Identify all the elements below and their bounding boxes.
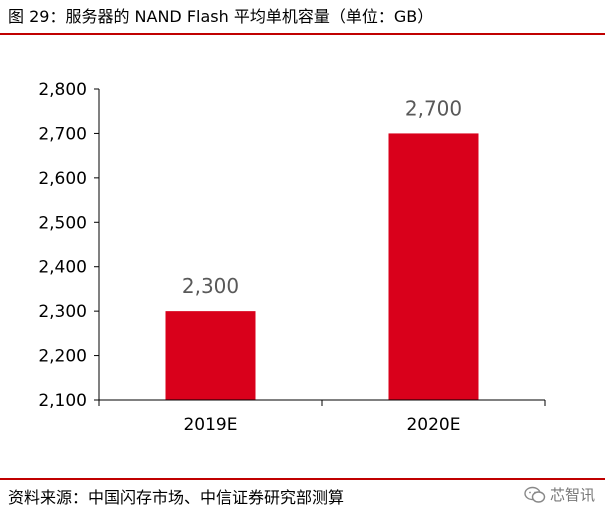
data-label-2020E: 2,700 [405, 96, 462, 120]
x-category-label: 2019E [183, 415, 237, 435]
y-axis: 2,100 2,200 2,300 2,400 2,500 2,600 2,700 2,800 [38, 80, 100, 411]
data-label-2019E: 2,300 [182, 274, 239, 298]
y-tick-label: 2,600 [38, 169, 87, 189]
wechat-icon [524, 486, 546, 503]
bar-2020E [388, 133, 479, 400]
source-divider [0, 478, 605, 480]
y-tick-label: 2,700 [38, 124, 87, 144]
bar-chart: 2,100 2,200 2,300 2,400 2,500 2,600 2,700 2,800… [38, 80, 546, 435]
y-tick-label: 2,800 [38, 80, 87, 100]
watermark-text: 芯智讯 [549, 486, 595, 504]
y-tick-label: 2,100 [38, 391, 87, 411]
title-divider [0, 33, 605, 35]
y-tick-label: 2,500 [38, 213, 87, 233]
bar-2019E [165, 311, 256, 400]
bars: 2,300 2,700 [165, 96, 479, 400]
watermark: 芯智讯 [524, 484, 595, 506]
source-note: 资料来源：中国闪存市场、中信证券研究部测算 [8, 488, 345, 507]
y-tick-label: 2,200 [38, 347, 87, 367]
x-category-label: 2020E [406, 415, 460, 435]
y-tick-label: 2,400 [38, 258, 87, 278]
figure-title: 图 29：服务器的 NAND Flash 平均单机容量（单位：GB） [8, 7, 434, 26]
x-axis: 2019E 2020E [98, 399, 546, 435]
y-tick-label: 2,300 [38, 302, 87, 322]
